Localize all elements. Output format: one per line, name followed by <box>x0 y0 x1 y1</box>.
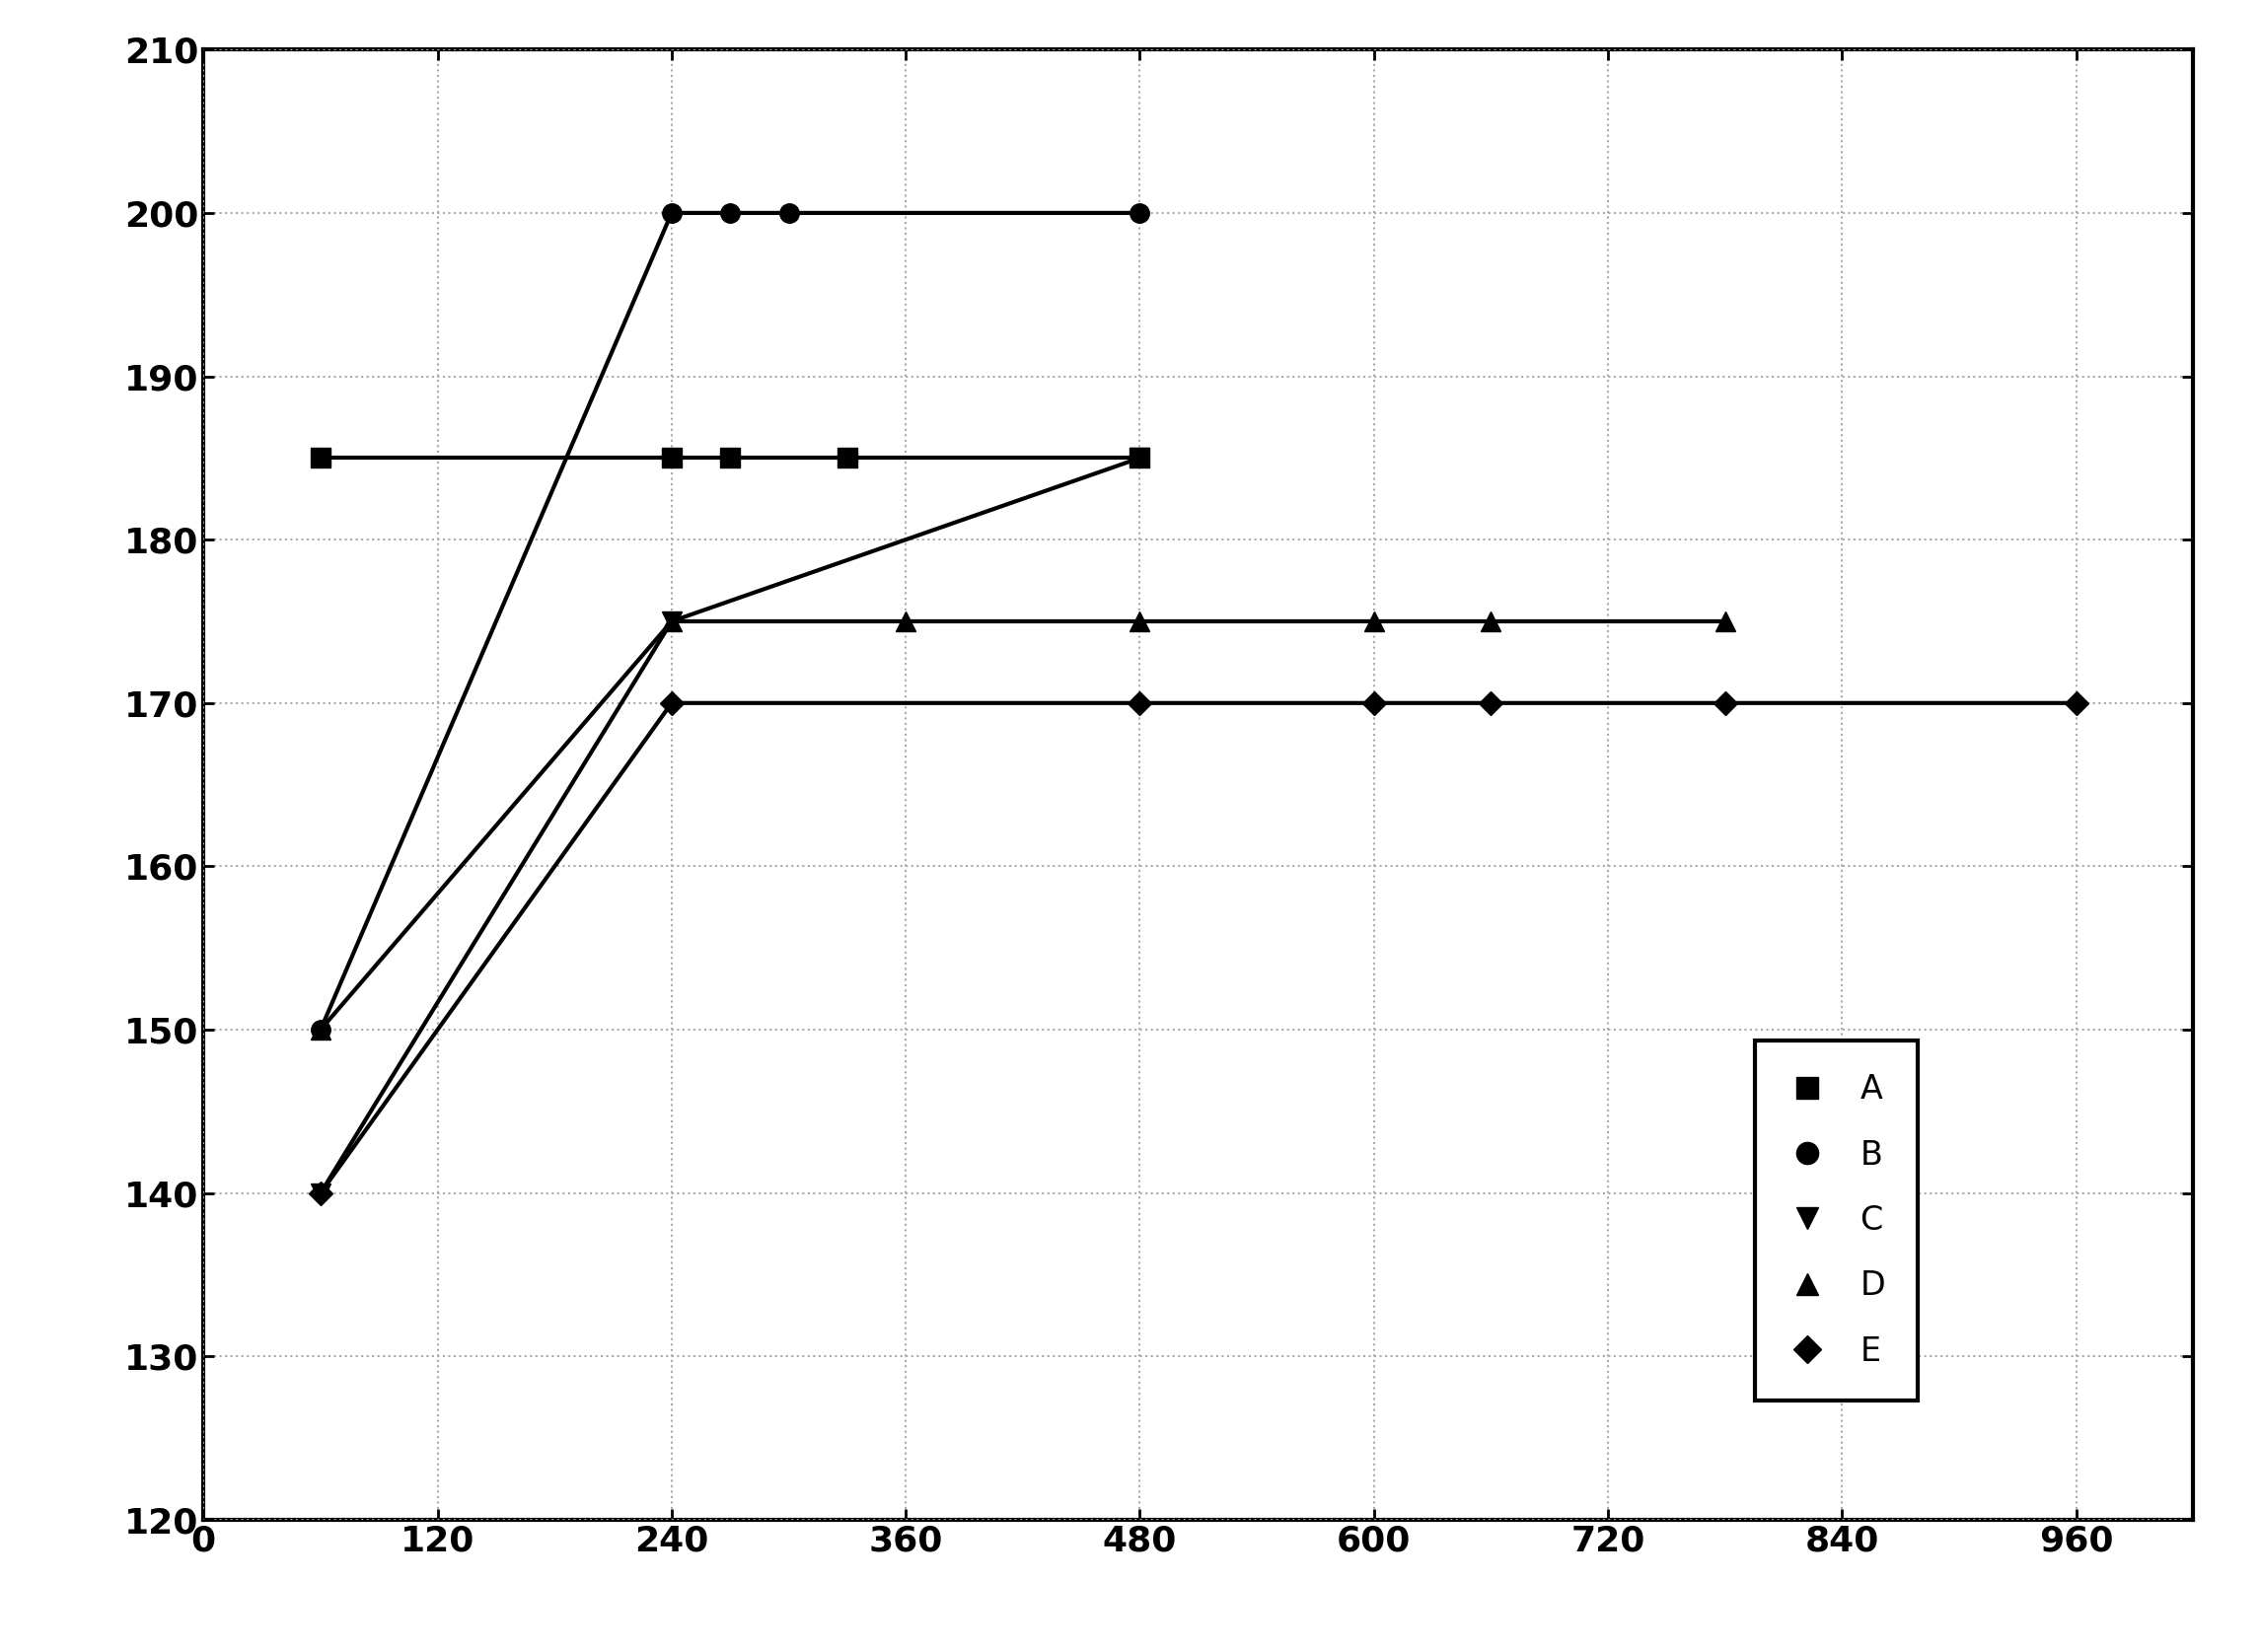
A <box>834 448 861 468</box>
B <box>658 203 685 223</box>
D <box>1476 611 1504 631</box>
Line: C: C <box>312 448 1149 1203</box>
Line: D: D <box>312 611 1734 1039</box>
B <box>776 203 803 223</box>
D <box>893 611 920 631</box>
D <box>1712 611 1739 631</box>
E <box>1361 694 1388 714</box>
A <box>1126 448 1153 468</box>
B <box>717 203 744 223</box>
D <box>658 611 685 631</box>
Line: E: E <box>312 695 2085 1201</box>
Legend: A, B, C, D, E: A, B, C, D, E <box>1755 1041 1917 1401</box>
E <box>307 1183 335 1203</box>
E <box>1712 694 1739 714</box>
B <box>307 1019 335 1039</box>
D <box>307 1019 335 1039</box>
E <box>2062 694 2089 714</box>
A <box>717 448 744 468</box>
A <box>658 448 685 468</box>
C <box>658 611 685 631</box>
D <box>1126 611 1153 631</box>
A <box>307 448 335 468</box>
E <box>1126 694 1153 714</box>
C <box>1126 448 1153 468</box>
Line: A: A <box>312 448 1149 468</box>
C <box>307 1183 335 1203</box>
E <box>1476 694 1504 714</box>
B <box>1126 203 1153 223</box>
Line: B: B <box>312 203 1149 1039</box>
E <box>658 694 685 714</box>
D <box>1361 611 1388 631</box>
